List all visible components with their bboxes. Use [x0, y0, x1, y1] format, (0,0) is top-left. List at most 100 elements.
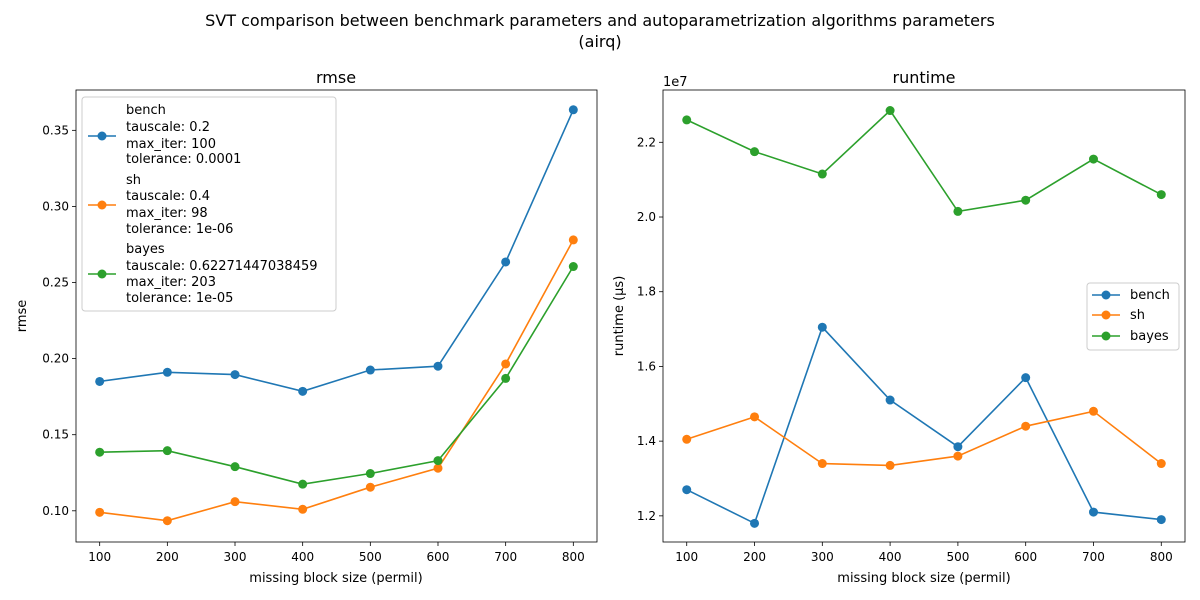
rmse-chart: rmse missing block size (permil) rmse 10…: [15, 68, 598, 586]
rmse-bayes-point: [95, 447, 105, 457]
runtime-legend-sh-label: sh: [1130, 308, 1145, 323]
runtime-chart: runtime missing block size (permil) runt…: [612, 68, 1186, 586]
rmse-bench-point: [365, 365, 375, 375]
runtime-x-tick-label: 400: [879, 550, 902, 564]
rmse-bayes-point: [298, 479, 308, 489]
runtime-bench-point: [817, 322, 827, 332]
runtime-y-axis-label: runtime (µs): [612, 276, 627, 357]
rmse-plot-frame: [75, 89, 598, 543]
runtime-sh-point: [885, 460, 895, 470]
rmse-bayes-point: [162, 446, 172, 456]
rmse-legend-bayes-max-iter: max_iter: 203: [126, 275, 216, 290]
runtime-x-tick-label: 500: [946, 550, 969, 564]
runtime-bayes-point: [885, 106, 895, 116]
runtime-plot-frame: [662, 89, 1186, 543]
rmse-legend-sh-tolerance: tolerance: 1e-06: [126, 222, 233, 237]
runtime-bayes-point: [682, 115, 692, 125]
rmse-bench-point: [162, 367, 172, 377]
runtime-x-tick-label: 100: [675, 550, 698, 564]
runtime-bayes-point: [750, 147, 760, 157]
rmse-bayes-point: [365, 469, 375, 479]
rmse-y-tick-label: 0.35: [42, 123, 69, 137]
runtime-bayes-point: [1088, 154, 1098, 164]
rmse-bayes-point: [501, 373, 511, 383]
runtime-legend-bench-label: bench: [1130, 288, 1170, 303]
rmse-legend-sh-max-iter: max_iter: 98: [126, 206, 208, 221]
runtime-bayes-point: [953, 206, 963, 216]
rmse-x-tick-label: 700: [494, 550, 517, 564]
runtime-x-axis-label: missing block size (permil): [837, 571, 1010, 586]
rmse-sh-point: [365, 482, 375, 492]
rmse-legend-bayes-name: bayes: [126, 242, 165, 257]
rmse-bayes-point: [433, 456, 443, 466]
rmse-legend: bench tauscale: 0.2 max_iter: 100 tolera…: [81, 96, 337, 312]
rmse-sh-point: [162, 516, 172, 526]
rmse-x-tick-label: 100: [88, 550, 111, 564]
rmse-y-tick-label: 0.30: [42, 199, 69, 213]
rmse-bench-point: [568, 105, 578, 115]
runtime-legend-sh-marker: [1101, 310, 1111, 320]
runtime-legend-bayes-label: bayes: [1130, 329, 1169, 344]
rmse-sh-line: [99, 239, 575, 522]
runtime-legend-bayes-marker: [1101, 331, 1111, 341]
runtime-bench-point: [1021, 373, 1031, 383]
rmse-x-tick-label: 600: [427, 550, 450, 564]
rmse-legend-bench-max-iter: max_iter: 100: [126, 137, 216, 152]
rmse-bench-line: [99, 109, 575, 393]
rmse-sh-point: [568, 235, 578, 245]
runtime-legend-bench-marker: [1101, 290, 1111, 300]
runtime-legend-box: [1086, 282, 1180, 351]
runtime-sh-point: [682, 434, 692, 444]
runtime-sh-line: [686, 410, 1162, 467]
rmse-x-tick-label: 800: [562, 550, 585, 564]
rmse-x-tick-label: 300: [224, 550, 247, 564]
runtime-y-tick-label: 1.4: [637, 434, 656, 448]
rmse-y-axis-label: rmse: [15, 300, 30, 333]
runtime-bench-line: [686, 325, 1162, 525]
runtime-legend: bench sh bayes: [1086, 282, 1180, 351]
runtime-x-tick-label: 200: [743, 550, 766, 564]
runtime-sh-point: [817, 459, 827, 469]
runtime-bayes-point: [1021, 195, 1031, 205]
runtime-bench-point: [953, 442, 963, 452]
rmse-bayes-point: [230, 462, 240, 472]
rmse-x-tick-label: 500: [359, 550, 382, 564]
rmse-legend-bench-tauscale: tauscale: 0.2: [126, 120, 210, 135]
rmse-legend-bench-marker: [97, 131, 107, 141]
runtime-bench-point: [885, 395, 895, 405]
runtime-y-tick-label: 1.6: [637, 359, 656, 373]
rmse-legend-sh-marker: [97, 200, 107, 210]
runtime-y-tick-label: 2.2: [637, 135, 656, 149]
runtime-sh-point: [953, 451, 963, 461]
rmse-y-tick-label: 0.15: [42, 428, 69, 442]
rmse-bench-point: [298, 386, 308, 396]
rmse-bench-point: [433, 361, 443, 371]
runtime-y-offset-text: 1e7: [663, 75, 688, 90]
rmse-legend-bench-name: bench: [126, 103, 166, 118]
runtime-bench-point: [1088, 507, 1098, 517]
runtime-sh-point: [1088, 406, 1098, 416]
runtime-y-tick-label: 2.0: [637, 210, 656, 224]
rmse-x-tick-label: 200: [156, 550, 179, 564]
rmse-legend-bayes-tauscale: tauscale: 0.62271447038459: [126, 259, 318, 274]
rmse-legend-bench-tolerance: tolerance: 0.0001: [126, 152, 241, 167]
rmse-sh-point: [95, 507, 105, 517]
rmse-bayes-line: [99, 266, 574, 486]
rmse-legend-sh-tauscale: tauscale: 0.4: [126, 189, 210, 204]
rmse-y-tick-label: 0.25: [42, 276, 69, 290]
rmse-sh-point: [433, 463, 443, 473]
rmse-sh-point: [298, 504, 308, 514]
rmse-legend-sh-name: sh: [126, 173, 141, 188]
runtime-x-tick-label: 300: [811, 550, 834, 564]
rmse-legend-bayes-tolerance: tolerance: 1e-05: [126, 291, 233, 306]
runtime-chart-title: runtime: [892, 68, 955, 87]
rmse-y-tick-label: 0.10: [42, 504, 69, 518]
runtime-x-tick-label: 800: [1150, 550, 1173, 564]
rmse-bench-point: [501, 257, 511, 267]
rmse-x-tick-label: 400: [291, 550, 314, 564]
figure-title-line-2: (airq): [578, 32, 621, 51]
runtime-bayes-point: [817, 169, 827, 179]
runtime-sh-point: [1021, 421, 1031, 431]
runtime-bench-point: [750, 518, 760, 528]
